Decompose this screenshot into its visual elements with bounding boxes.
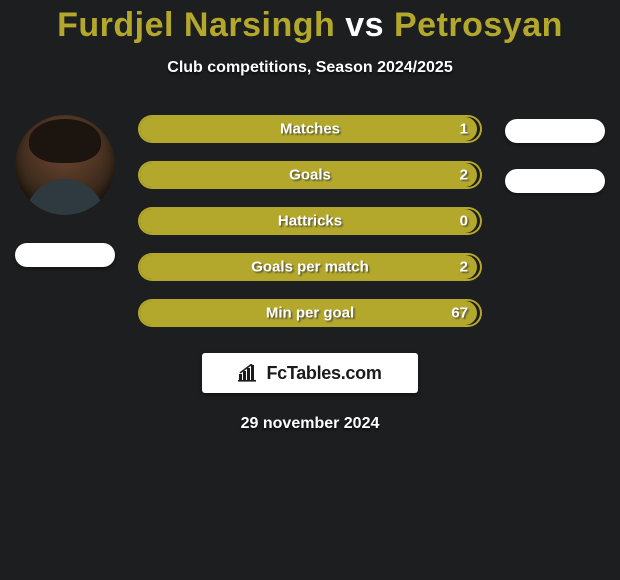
stat-label: Hattricks [278, 213, 342, 230]
stat-row: Matches 1 [138, 115, 482, 143]
branding-badge: FcTables.com [202, 353, 418, 393]
stat-label: Min per goal [266, 305, 354, 322]
date-label: 29 november 2024 [0, 415, 620, 433]
stat-row: Goals per match 2 [138, 253, 482, 281]
title: Furdjel Narsingh vs Petrosyan [0, 6, 620, 45]
stat-value: 1 [460, 121, 468, 138]
stat-row: Goals 2 [138, 161, 482, 189]
content-row: Matches 1 Goals 2 Hattricks 0 Goals per match 2… [0, 115, 620, 327]
infographic-root: Furdjel Narsingh vs Petrosyan Club compe… [0, 0, 620, 433]
left-side [10, 115, 120, 267]
stats-column: Matches 1 Goals 2 Hattricks 0 Goals per match 2… [138, 115, 482, 327]
right-side [500, 115, 610, 193]
player1-avatar [15, 115, 115, 215]
player1-name-pill [15, 243, 115, 267]
stat-value: 67 [451, 305, 468, 322]
stat-value: 2 [460, 167, 468, 184]
stat-label: Matches [280, 121, 340, 138]
player2-name: Petrosyan [394, 6, 563, 44]
branding-text: FcTables.com [266, 363, 381, 384]
stat-label: Goals [289, 167, 331, 184]
chart-bar-icon [238, 364, 260, 382]
stat-value: 0 [460, 213, 468, 230]
subtitle: Club competitions, Season 2024/2025 [0, 59, 620, 77]
title-vs: vs [345, 6, 384, 44]
player2-pill-1 [505, 119, 605, 143]
player1-name: Furdjel Narsingh [57, 6, 335, 44]
stat-row: Hattricks 0 [138, 207, 482, 235]
player2-pill-2 [505, 169, 605, 193]
stat-value: 2 [460, 259, 468, 276]
stat-label: Goals per match [251, 259, 369, 276]
stat-row: Min per goal 67 [138, 299, 482, 327]
